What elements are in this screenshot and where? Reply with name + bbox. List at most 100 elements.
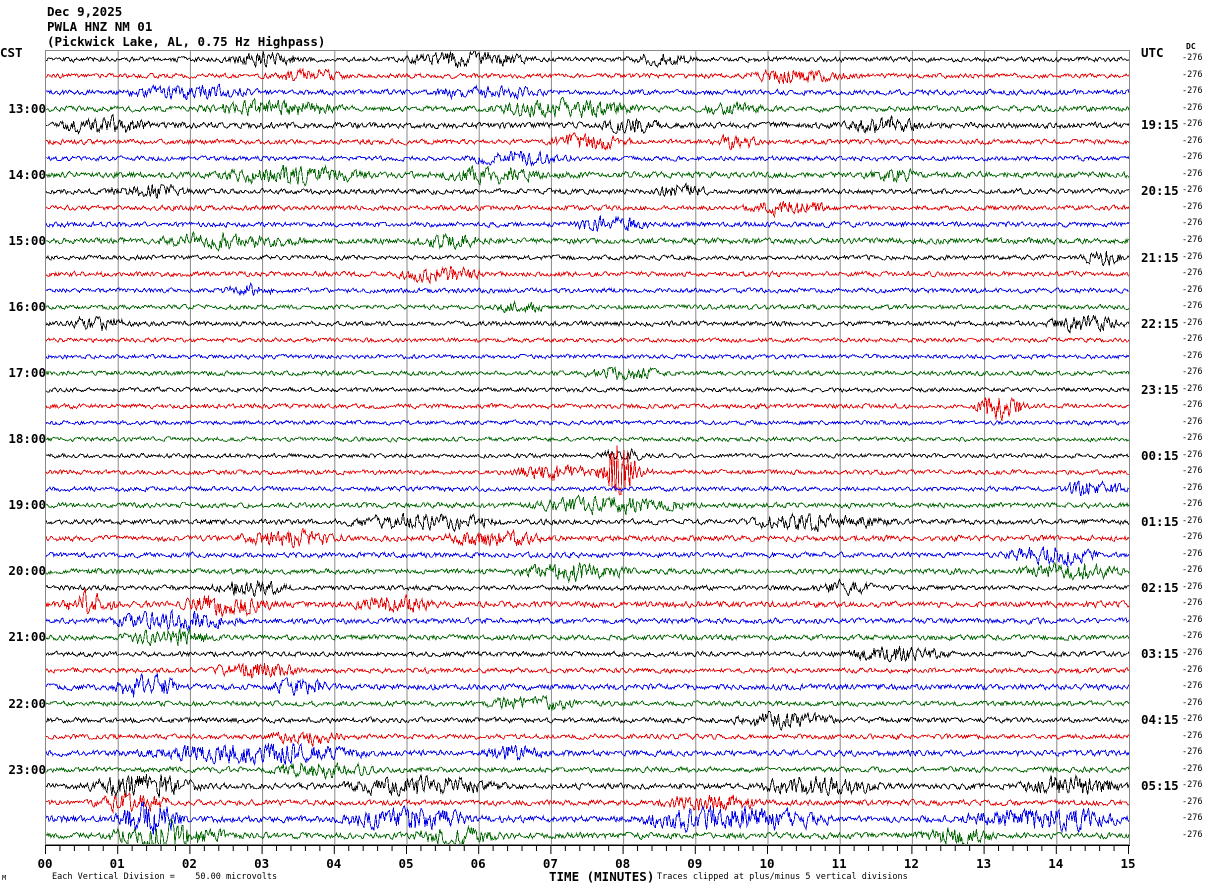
seismic-trace [46, 230, 1129, 252]
header-description: (Pickwick Lake, AL, 0.75 Hz Highpass) [47, 34, 326, 49]
cst-tick-label: 16:00 [8, 299, 46, 315]
dc-value: -276 [1182, 433, 1203, 444]
dc-value: -276 [1182, 251, 1203, 262]
dc-value: -276 [1182, 548, 1203, 559]
x-axis-ticks [45, 845, 1130, 854]
cst-tick-label: 13:00 [8, 100, 46, 116]
seismic-trace [46, 588, 1129, 619]
seismic-trace [46, 182, 1129, 200]
x-tick-label: 03 [254, 856, 270, 871]
utc-tick-label: 23:15 [1141, 381, 1179, 397]
seismic-trace [46, 801, 1129, 835]
seismic-trace [46, 512, 1129, 533]
utc-tick-label: 00:15 [1141, 447, 1179, 463]
dc-value: -276 [1182, 135, 1203, 146]
seismic-trace [46, 113, 1129, 135]
dc-value: -276 [1182, 234, 1203, 245]
dc-value: -276 [1182, 284, 1203, 295]
seismic-trace [46, 662, 1129, 679]
seismic-trace [46, 792, 1129, 814]
seismic-trace [46, 200, 1129, 219]
seismic-trace [46, 494, 1129, 515]
dc-value: -276 [1182, 102, 1203, 113]
utc-tick-label: 19:15 [1141, 117, 1179, 133]
dc-value: -276 [1182, 383, 1203, 394]
x-tick-label: 04 [326, 856, 342, 871]
seismic-trace [46, 743, 1129, 767]
x-tick-label: 08 [615, 856, 631, 871]
cst-tick-label: 17:00 [8, 365, 46, 381]
dc-value: -276 [1182, 152, 1203, 163]
dc-value: -276 [1182, 367, 1203, 378]
dc-value: -276 [1182, 648, 1203, 658]
seismic-trace [46, 578, 1129, 598]
cst-tick-label: 15:00 [8, 232, 46, 248]
chart-header: Dec 9,2025 PWLA HNZ NM 01 (Pickwick Lake… [47, 4, 325, 49]
seismic-trace [46, 527, 1129, 549]
utc-tick-label: 05:15 [1141, 778, 1179, 794]
utc-tick-label: 04:15 [1141, 712, 1179, 728]
dc-value: -276 [1182, 631, 1203, 642]
cst-tick-label: 21:00 [8, 629, 46, 645]
seismic-trace [46, 673, 1129, 698]
seismic-trace [46, 164, 1129, 187]
dc-value: -276 [1182, 565, 1203, 576]
seismic-trace [46, 818, 1129, 844]
seismic-trace [46, 396, 1129, 422]
dc-value: -276 [1182, 416, 1203, 427]
seismic-trace [46, 337, 1129, 344]
seismic-trace [46, 419, 1129, 426]
cst-tick-label: 19:00 [8, 497, 46, 513]
dc-value: -276 [1182, 201, 1203, 212]
cst-tick-label: 22:00 [8, 695, 46, 711]
dc-value: -276 [1182, 400, 1203, 411]
dc-value: -276 [1182, 185, 1203, 196]
seismic-trace [46, 366, 1129, 381]
dc-value: -276 [1182, 681, 1203, 692]
seismic-trace [46, 83, 1129, 101]
seismic-trace [46, 314, 1129, 334]
x-tick-label: 09 [687, 856, 703, 871]
dc-value: -276 [1182, 598, 1203, 609]
seismic-trace [46, 694, 1129, 711]
cst-tick-label: 20:00 [8, 563, 46, 579]
seismic-trace [46, 562, 1129, 584]
cst-tick-label: 14:00 [8, 166, 46, 182]
clipping-note: Traces clipped at plus/minus 5 vertical … [657, 872, 908, 882]
dc-value: -276 [1182, 581, 1203, 592]
seismic-trace [46, 608, 1129, 632]
dc-value: -276 [1182, 69, 1203, 80]
dc-value: -276 [1182, 614, 1203, 625]
seismic-trace [46, 645, 1129, 663]
dc-column-label: DC [1186, 42, 1196, 51]
seismic-trace [46, 353, 1129, 360]
dc-value: -276 [1182, 664, 1203, 675]
dc-value: -276 [1182, 796, 1203, 807]
x-tick-label: 15 [1120, 856, 1136, 871]
x-tick-label: 10 [759, 856, 775, 871]
dc-value: -276 [1182, 747, 1203, 758]
dc-value: -276 [1182, 515, 1203, 526]
dc-value: -276 [1182, 86, 1203, 97]
dc-value: -276 [1182, 482, 1203, 493]
dc-value: -276 [1182, 301, 1203, 312]
seismic-trace [46, 386, 1129, 393]
header-date: Dec 9,2025 [47, 4, 123, 19]
seismic-trace [46, 150, 1129, 167]
x-tick-label: 05 [398, 856, 414, 871]
utc-tick-label: 02:15 [1141, 579, 1179, 595]
seismic-trace [46, 546, 1129, 568]
x-tick-label: 12 [903, 856, 919, 871]
dc-value: -276 [1182, 532, 1203, 543]
dc-value: -276 [1182, 168, 1203, 179]
dc-value: -276 [1182, 317, 1203, 328]
seismic-trace [46, 710, 1129, 731]
cst-tick-label: 18:00 [8, 431, 46, 447]
left-axis-label: CST [0, 45, 23, 60]
dc-value: -276 [1182, 499, 1203, 510]
x-tick-label: 02 [181, 856, 197, 871]
x-tick-label: 07 [542, 856, 558, 871]
seismic-trace [46, 762, 1129, 780]
utc-tick-label: 21:15 [1141, 249, 1179, 265]
dc-value: -276 [1182, 763, 1203, 774]
